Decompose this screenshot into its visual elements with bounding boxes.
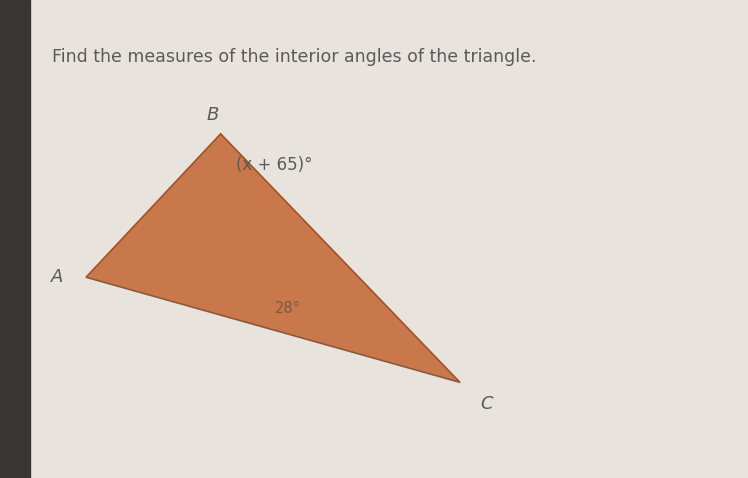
Text: (x + 65)°: (x + 65)° (236, 156, 312, 174)
Polygon shape (86, 134, 460, 382)
Text: A: A (52, 268, 64, 286)
Text: Find the measures of the interior angles of the triangle.: Find the measures of the interior angles… (52, 48, 537, 66)
Text: B: B (207, 106, 219, 124)
Bar (0, 0, 30, 478)
Text: C: C (480, 395, 492, 413)
Text: 28°: 28° (275, 301, 301, 316)
